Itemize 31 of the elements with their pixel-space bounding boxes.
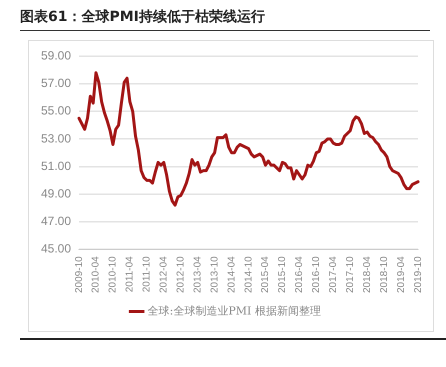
x-tick-label: 2016-10 xyxy=(311,256,322,294)
x-tick-label: 2016-04 xyxy=(294,256,306,294)
y-tick-label: 53.00 xyxy=(41,131,72,146)
x-tick-label: 2019-10 xyxy=(412,256,424,294)
x-tick-label: 2012-04 xyxy=(158,256,170,294)
x-tick-label: 2018-10 xyxy=(378,256,390,294)
x-tick-label: 2019-04 xyxy=(396,256,407,294)
x-tick-label: 2013-10 xyxy=(209,256,220,294)
x-tick-label: 2017-04 xyxy=(328,256,340,294)
x-tick-label: 2015-04 xyxy=(260,256,272,294)
x-tick-label: 2011-10 xyxy=(142,256,153,292)
x-tick-label: 2010-10 xyxy=(108,256,119,294)
legend-label: 全球:全球制造业PMI 根据新闻整理 xyxy=(148,304,321,318)
y-tick-label: 55.00 xyxy=(41,104,72,118)
x-tick-label: 2014-04 xyxy=(226,256,238,294)
y-tick-label: 45.00 xyxy=(41,242,72,256)
x-tick-label: 2011-04 xyxy=(124,256,136,292)
x-tick-label: 2015-10 xyxy=(277,256,288,294)
x-tick-label: 2013-04 xyxy=(192,256,204,294)
y-tick-label: 49.00 xyxy=(41,186,72,200)
y-tick-label: 57.00 xyxy=(41,76,72,90)
x-tick-label: 2009-10 xyxy=(74,256,85,294)
x-tick-label: 2010-04 xyxy=(90,256,102,294)
x-tick-label: 2012-10 xyxy=(175,256,186,294)
y-tick-label: 59.00 xyxy=(41,48,72,63)
x-tick-label: 2017-10 xyxy=(344,256,356,294)
y-tick-label: 51.00 xyxy=(41,158,72,173)
y-tick-label: 47.00 xyxy=(41,214,72,228)
chart-title: 图表61：全球PMI持续低于枯荣线运行 xyxy=(20,8,430,31)
x-tick-label: 2018-04 xyxy=(362,256,373,294)
x-tick-label: 2014-10 xyxy=(243,256,254,294)
